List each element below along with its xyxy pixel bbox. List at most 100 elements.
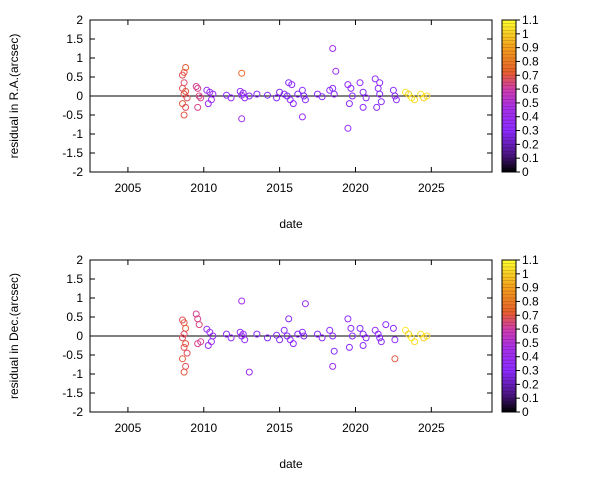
data-point — [253, 330, 261, 338]
data-point — [374, 330, 382, 338]
data-point — [356, 324, 364, 332]
data-point — [192, 310, 200, 318]
data-point — [294, 90, 302, 98]
data-point — [204, 342, 212, 349]
data-point — [298, 86, 306, 94]
colorbar-tick-label: 0.9 — [522, 41, 539, 55]
data-point — [223, 330, 230, 338]
data-point — [182, 103, 190, 111]
data-point — [179, 355, 186, 363]
data-point — [362, 334, 370, 342]
data-point — [411, 338, 419, 346]
x-tick-label: 2015 — [266, 181, 293, 195]
data-point — [194, 84, 202, 92]
colorbar-tick-label: 0.8 — [522, 54, 539, 68]
data-point — [301, 96, 309, 104]
colorbar-tick-label: 0.3 — [522, 364, 539, 378]
colorbar-tick-label: 0.3 — [522, 124, 539, 138]
colorbar-tick-label: 1 — [522, 27, 529, 41]
colorbar — [501, 19, 517, 173]
data-point — [192, 83, 200, 90]
data-point — [227, 94, 235, 102]
data-point — [332, 67, 340, 75]
data-point — [423, 332, 431, 340]
data-point — [238, 115, 246, 123]
x-tick-label: 2020 — [342, 181, 369, 195]
data-point — [345, 100, 353, 108]
data-point — [195, 92, 203, 100]
x-tick-label: 2020 — [342, 421, 369, 435]
data-point — [194, 340, 202, 348]
data-point — [348, 332, 356, 340]
colorbar — [501, 259, 517, 413]
data-point — [288, 81, 296, 89]
data-point — [359, 88, 367, 96]
data-point — [345, 343, 353, 351]
data-point — [330, 347, 338, 355]
data-point — [392, 96, 400, 104]
data-point — [423, 92, 431, 100]
y-tick-label: 1.5 — [66, 32, 83, 46]
data-point — [289, 100, 297, 108]
x-tick-label: 2005 — [115, 181, 142, 195]
data-point — [314, 330, 321, 338]
colorbar-tick-label: 0.1 — [522, 151, 539, 165]
data-point — [204, 100, 212, 108]
data-point — [180, 368, 188, 376]
y-tick-label: 1.5 — [66, 272, 83, 286]
y-tick-label: 2 — [76, 13, 83, 27]
data-point — [359, 103, 367, 111]
y-tick-label: -1 — [72, 367, 83, 381]
data-point — [182, 324, 190, 332]
colorbar-tick-label: 0.4 — [522, 350, 539, 364]
data-point — [300, 92, 308, 100]
data-point — [294, 330, 302, 338]
data-point — [391, 336, 399, 344]
colorbar-tick-label: 0.5 — [522, 336, 539, 350]
data-point — [264, 91, 271, 99]
data-point — [402, 326, 409, 334]
data-point — [389, 324, 397, 332]
data-point — [373, 103, 381, 111]
data-point — [298, 328, 306, 336]
x-axis-label: date — [279, 457, 303, 471]
data-point — [391, 355, 399, 363]
y-axis-label: residual in Dec.(arcsec) — [7, 273, 21, 399]
data-point — [348, 92, 356, 100]
y-tick-label: -0.5 — [62, 108, 83, 122]
y-tick-label: 0.5 — [66, 70, 83, 84]
data-point — [289, 340, 297, 348]
data-point — [285, 315, 293, 323]
data-point — [241, 336, 249, 344]
colorbar-tick-label: 0.6 — [522, 82, 539, 96]
data-point — [195, 321, 203, 329]
y-axis-label: residual in R.A.(arcsec) — [7, 34, 21, 159]
colorbar-tick-label: 0.2 — [522, 137, 539, 151]
colorbar-tick-label: 0.1 — [522, 391, 539, 405]
data-point — [362, 94, 370, 102]
data-point — [377, 98, 385, 106]
data-point — [182, 340, 190, 348]
data-point — [183, 349, 191, 357]
data-point — [376, 90, 384, 98]
data-point — [180, 79, 188, 87]
data-point — [356, 79, 364, 87]
data-point — [329, 45, 337, 52]
data-point — [411, 96, 419, 104]
data-point — [298, 113, 306, 121]
data-point — [330, 90, 338, 98]
data-point — [180, 330, 188, 338]
x-tick-label: 2015 — [266, 421, 293, 435]
data-point — [180, 343, 188, 351]
data-point — [180, 68, 188, 76]
data-point — [207, 96, 215, 104]
data-point — [241, 94, 249, 102]
data-point — [344, 124, 352, 132]
data-point — [391, 92, 399, 100]
x-tick-label: 2010 — [190, 181, 217, 195]
data-point — [347, 324, 355, 332]
data-point — [207, 338, 215, 346]
y-tick-label: -1.5 — [62, 386, 83, 400]
y-tick-label: -2 — [72, 165, 83, 179]
data-point — [318, 334, 326, 342]
